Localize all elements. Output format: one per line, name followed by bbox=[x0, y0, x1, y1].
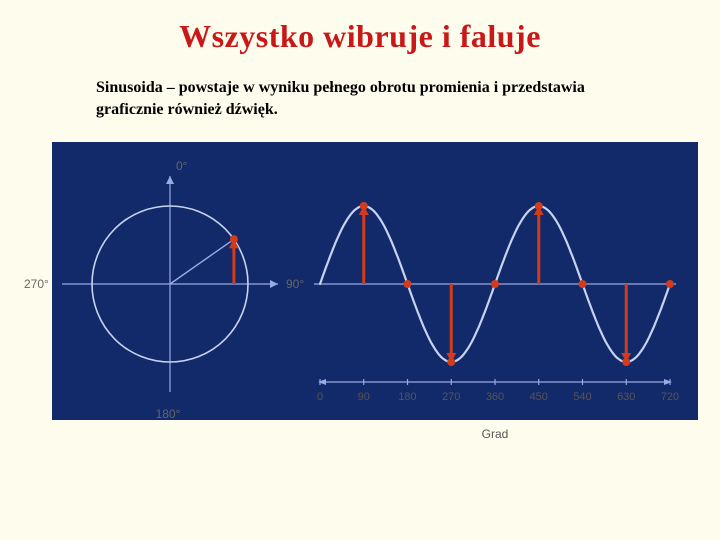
svg-text:360: 360 bbox=[486, 391, 504, 403]
page-title: Wszystko wibruje i faluje bbox=[0, 0, 720, 55]
diagram-container: 0° 90° 180° 270° 0 90 180 270 360 450 540 630 720 Gra… bbox=[0, 134, 720, 444]
svg-text:180: 180 bbox=[398, 391, 416, 403]
svg-text:90: 90 bbox=[358, 391, 370, 403]
svg-text:720: 720 bbox=[661, 391, 679, 403]
sine-diagram: 0° 90° 180° 270° 0 90 180 270 360 450 540 630 720 Gra… bbox=[20, 134, 700, 444]
subtitle: Sinusoida – powstaje w wyniku pełnego ob… bbox=[96, 77, 616, 120]
svg-text:90°: 90° bbox=[286, 277, 304, 291]
svg-text:0°: 0° bbox=[176, 159, 188, 173]
svg-text:270: 270 bbox=[442, 391, 460, 403]
svg-text:540: 540 bbox=[573, 391, 591, 403]
svg-text:Grad: Grad bbox=[482, 427, 509, 441]
svg-text:630: 630 bbox=[617, 391, 635, 403]
svg-text:270°: 270° bbox=[24, 277, 49, 291]
svg-text:450: 450 bbox=[530, 391, 548, 403]
svg-text:0: 0 bbox=[317, 391, 323, 403]
svg-text:180°: 180° bbox=[156, 407, 181, 421]
